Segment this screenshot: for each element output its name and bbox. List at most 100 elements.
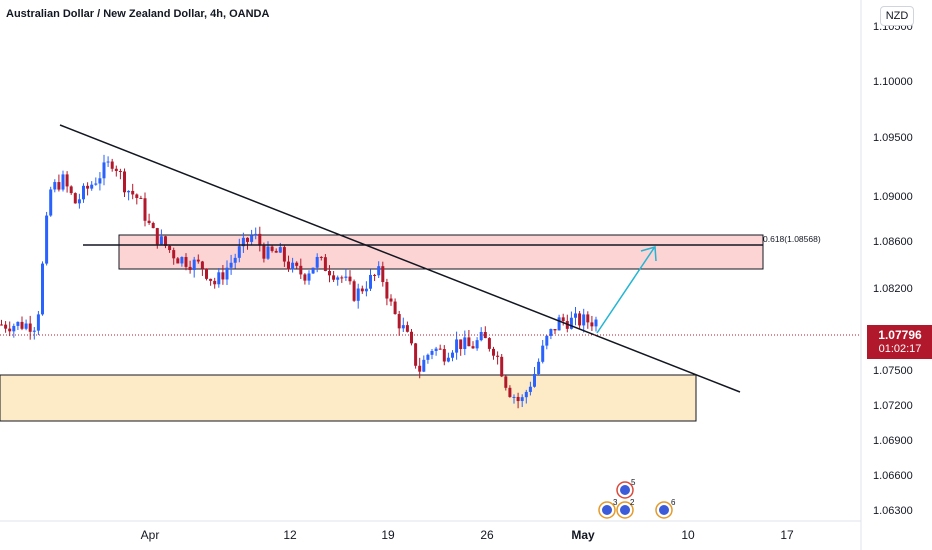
candle-body bbox=[586, 314, 590, 323]
candle-body bbox=[180, 257, 184, 264]
y-tick-label: 1.07500 bbox=[873, 365, 913, 377]
candle-body bbox=[106, 161, 110, 163]
candle-body bbox=[110, 161, 114, 169]
candle-body bbox=[20, 321, 24, 329]
fib-label: 0.618(1.08568) bbox=[763, 234, 821, 244]
candle-body bbox=[500, 356, 504, 377]
x-tick-label: 17 bbox=[780, 528, 794, 542]
y-tick-label: 1.06600 bbox=[873, 470, 913, 482]
symbol-title: Australian Dollar / New Zealand Dollar, … bbox=[6, 8, 270, 20]
svg-text:3: 3 bbox=[613, 498, 618, 507]
x-tick-label: 12 bbox=[283, 528, 297, 542]
candle-body bbox=[524, 391, 528, 398]
candle-body bbox=[405, 325, 409, 332]
candle-body bbox=[549, 329, 553, 336]
candle-body bbox=[184, 257, 188, 267]
candle-body bbox=[487, 338, 491, 349]
candle-body bbox=[303, 274, 307, 281]
candle-body bbox=[250, 235, 254, 242]
candle-body bbox=[246, 237, 249, 242]
candle-body bbox=[393, 301, 397, 315]
candle-body bbox=[270, 246, 274, 251]
event-marker[interactable]: 6 bbox=[655, 498, 676, 519]
y-tick-label: 1.09500 bbox=[873, 132, 913, 144]
y-tick-label: 1.06300 bbox=[873, 505, 913, 517]
candle-body bbox=[451, 352, 454, 358]
candle-body bbox=[282, 247, 286, 262]
candle-body bbox=[442, 349, 446, 362]
candle-body bbox=[307, 273, 311, 281]
event-marker[interactable]: 5 bbox=[616, 478, 636, 499]
candle-body bbox=[561, 317, 565, 322]
candle-body bbox=[258, 233, 262, 246]
candle-body bbox=[41, 263, 44, 315]
candle-body bbox=[545, 335, 549, 346]
candle-body bbox=[463, 337, 467, 349]
candle-body bbox=[69, 186, 73, 194]
candle-body bbox=[131, 190, 135, 195]
candle-body bbox=[512, 396, 516, 398]
candle-body bbox=[291, 262, 295, 270]
candle-body bbox=[0, 324, 3, 326]
candle-body bbox=[352, 281, 356, 301]
candle-body bbox=[135, 194, 139, 198]
candle-body bbox=[65, 174, 69, 187]
candle-body bbox=[340, 277, 344, 279]
candle-body bbox=[90, 184, 94, 189]
event-marker[interactable]: 3 bbox=[598, 498, 618, 519]
candle-body bbox=[397, 314, 401, 329]
candle-body bbox=[582, 314, 586, 326]
candle-body bbox=[196, 259, 200, 262]
candle-body bbox=[176, 258, 180, 264]
candle-body bbox=[172, 250, 176, 259]
svg-text:6: 6 bbox=[671, 498, 676, 507]
candle-body bbox=[16, 321, 20, 326]
candle-body bbox=[98, 178, 102, 184]
candle-body bbox=[590, 322, 594, 327]
candle-body bbox=[266, 246, 270, 259]
x-tick-label: 10 bbox=[681, 528, 695, 542]
candle-body bbox=[438, 348, 442, 350]
candle-body bbox=[147, 220, 151, 224]
svg-text:5: 5 bbox=[631, 478, 636, 487]
candle-body bbox=[151, 223, 155, 229]
candle-body bbox=[94, 183, 98, 185]
y-tick-label: 1.08600 bbox=[873, 236, 913, 248]
candle-body bbox=[516, 396, 520, 402]
candle-body bbox=[328, 270, 331, 276]
bar-countdown: 01:02:17 bbox=[878, 343, 922, 355]
resistance-zone bbox=[118, 234, 764, 270]
candle-body bbox=[225, 267, 229, 280]
candle-body bbox=[537, 361, 541, 374]
support-zone bbox=[0, 374, 697, 422]
current-price: 1.07796 bbox=[878, 328, 922, 342]
candle-body bbox=[217, 272, 221, 285]
y-tick-label: 1.10000 bbox=[873, 76, 913, 88]
candle-body bbox=[508, 387, 512, 397]
y-tick-label: 1.07200 bbox=[873, 400, 913, 412]
candle-body bbox=[332, 275, 336, 280]
candle-body bbox=[385, 282, 389, 299]
candle-body bbox=[77, 199, 81, 204]
candle-body bbox=[446, 357, 450, 362]
candle-body bbox=[553, 329, 557, 331]
svg-text:2: 2 bbox=[630, 498, 635, 507]
candle-body bbox=[557, 317, 561, 331]
candle-body bbox=[82, 185, 85, 200]
candle-body bbox=[164, 236, 167, 246]
candle-body bbox=[287, 261, 290, 270]
candle-body bbox=[295, 262, 299, 266]
candle-body bbox=[410, 331, 413, 344]
candle-body bbox=[12, 325, 16, 332]
x-tick-label: 26 bbox=[480, 528, 494, 542]
candle-body bbox=[401, 325, 405, 329]
event-marker[interactable]: 2 bbox=[616, 498, 635, 519]
candle-body bbox=[262, 245, 266, 259]
candle-body bbox=[4, 324, 8, 329]
candle-body bbox=[28, 323, 32, 332]
candle-body bbox=[422, 359, 426, 372]
candle-body bbox=[434, 348, 438, 352]
candle-body bbox=[127, 190, 131, 193]
currency-badge[interactable]: NZD bbox=[880, 6, 914, 26]
